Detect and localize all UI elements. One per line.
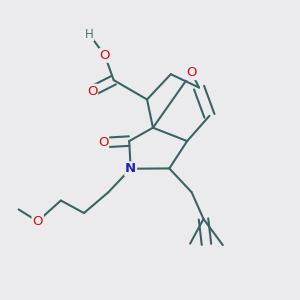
Text: N: N <box>125 162 136 175</box>
Text: O: O <box>98 136 108 149</box>
Text: O: O <box>32 215 43 228</box>
Text: O: O <box>186 66 197 79</box>
Text: O: O <box>87 85 97 98</box>
Text: H: H <box>85 28 93 40</box>
Text: O: O <box>100 49 110 62</box>
